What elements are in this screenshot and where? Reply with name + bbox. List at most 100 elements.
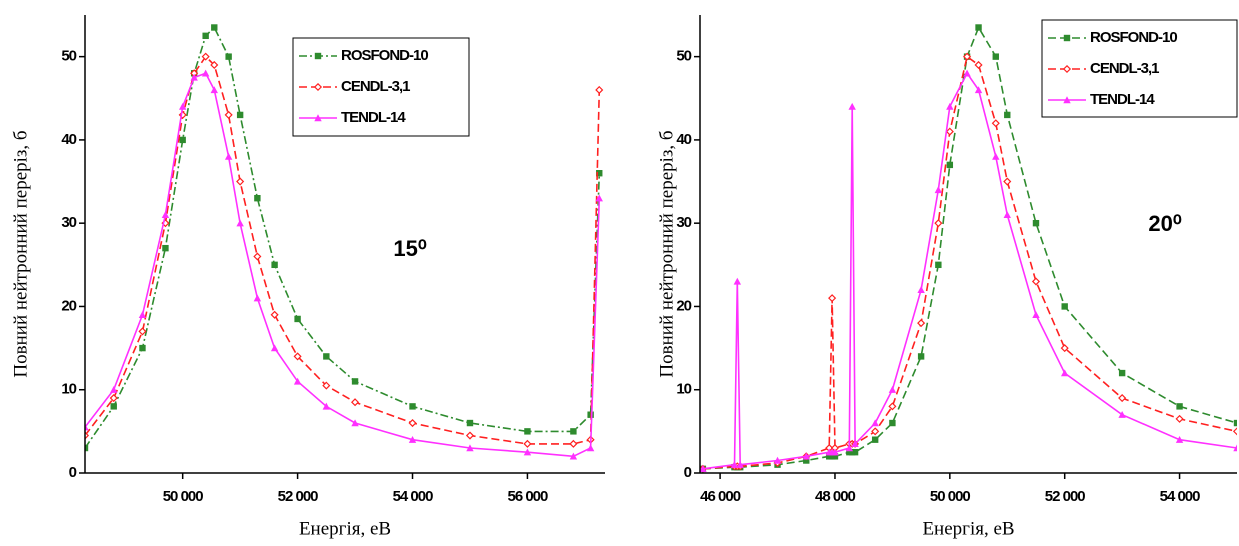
marker <box>569 439 578 448</box>
marker <box>523 448 532 456</box>
y-tick-label: 20 <box>676 297 691 314</box>
x-axis-label: Енергія, еВ <box>299 518 391 539</box>
marker <box>201 52 210 61</box>
marker <box>1118 369 1126 377</box>
x-tick-label: 56 000 <box>507 488 548 505</box>
y-tick-label: 10 <box>61 381 76 398</box>
marker <box>1062 64 1072 74</box>
marker <box>1118 411 1126 418</box>
marker <box>409 403 416 410</box>
marker <box>161 211 170 219</box>
marker <box>224 152 233 160</box>
series-line <box>702 25 1237 470</box>
marker <box>270 344 279 352</box>
marker <box>190 73 198 81</box>
marker <box>851 448 859 456</box>
marker <box>945 127 954 136</box>
marker <box>1063 34 1071 42</box>
marker <box>408 418 417 428</box>
marker <box>178 102 187 110</box>
marker <box>595 194 603 202</box>
marker <box>586 444 595 452</box>
marker <box>1063 96 1071 104</box>
marker <box>831 448 839 456</box>
marker <box>1061 369 1069 377</box>
marker <box>828 294 837 303</box>
marker <box>323 353 330 360</box>
marker <box>293 377 302 385</box>
marker <box>466 444 474 452</box>
marker <box>851 440 859 448</box>
marker <box>992 53 999 60</box>
marker <box>465 431 475 440</box>
x-tick-label: 48 000 <box>815 488 856 505</box>
marker <box>1118 394 1127 403</box>
series-line <box>702 55 1237 470</box>
y-axis-label: Повний нейтронний переріз, б <box>10 130 31 377</box>
marker <box>236 177 245 186</box>
marker <box>85 444 89 452</box>
marker <box>736 460 744 468</box>
legend-label: CENDL-3,1 <box>341 78 410 95</box>
marker <box>110 386 118 393</box>
series-line <box>85 55 601 445</box>
marker <box>314 52 322 60</box>
marker <box>871 427 880 436</box>
marker <box>733 277 742 285</box>
y-tick-label: 40 <box>61 131 76 148</box>
marker <box>1232 427 1237 436</box>
y-tick-label: 30 <box>61 214 76 231</box>
marker <box>139 344 146 352</box>
plot <box>85 24 604 460</box>
marker <box>1032 311 1040 318</box>
marker <box>1031 277 1041 286</box>
marker <box>351 398 360 407</box>
marker <box>351 419 359 427</box>
marker <box>1233 419 1237 427</box>
marker <box>211 24 218 31</box>
marker <box>1175 435 1184 443</box>
marker <box>1233 444 1237 452</box>
marker <box>700 465 707 473</box>
x-tick-label: 50 000 <box>930 488 971 505</box>
y-axis-label: Повний нейтронний переріз, б <box>656 130 677 377</box>
marker <box>1003 177 1012 186</box>
marker <box>236 219 244 227</box>
marker <box>871 419 879 427</box>
marker <box>963 52 972 61</box>
plot <box>700 24 1237 473</box>
x-tick-label: 50 000 <box>163 488 204 505</box>
marker <box>109 394 118 403</box>
marker <box>730 460 739 468</box>
y-tick-label: 30 <box>676 214 691 231</box>
annotation: 20⁰ <box>1148 211 1181 236</box>
y-tick-label: 50 <box>61 48 76 65</box>
marker <box>596 170 603 177</box>
marker <box>1003 211 1011 219</box>
marker <box>889 419 896 427</box>
y-tick-label: 50 <box>676 48 691 65</box>
marker <box>201 69 210 77</box>
marker <box>963 69 971 77</box>
marker <box>253 252 262 261</box>
marker <box>313 82 323 92</box>
x-tick-label: 46 000 <box>700 488 741 505</box>
y-tick-label: 0 <box>69 464 77 481</box>
marker <box>992 152 1000 160</box>
marker <box>934 186 943 194</box>
marker <box>523 439 532 448</box>
marker <box>831 453 839 460</box>
marker <box>934 219 943 228</box>
marker <box>138 311 147 318</box>
series-line <box>85 26 601 449</box>
marker <box>110 403 117 410</box>
marker <box>773 456 782 464</box>
marker <box>351 378 359 385</box>
marker <box>210 60 219 70</box>
marker <box>845 444 854 452</box>
y-tick-label: 20 <box>61 297 76 314</box>
marker <box>254 195 261 202</box>
marker <box>888 402 897 411</box>
marker <box>236 111 244 119</box>
